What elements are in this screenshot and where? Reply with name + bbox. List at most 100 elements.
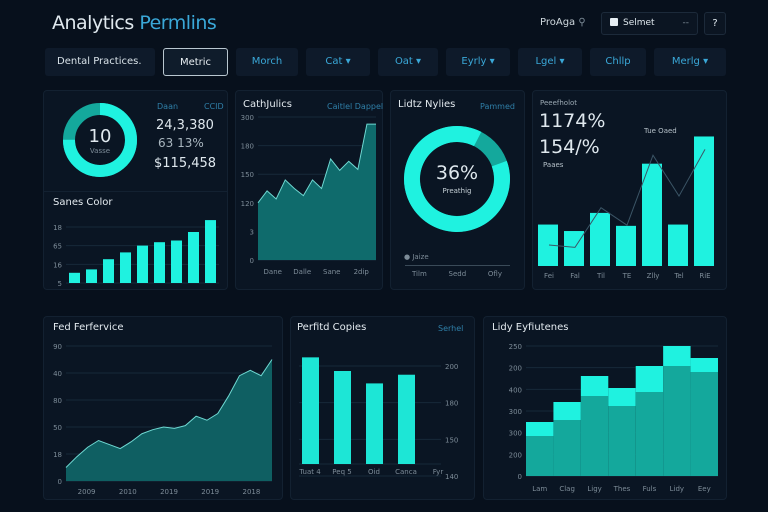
y-tick: 80: [53, 397, 62, 405]
nav-item-6[interactable]: Lgel ▾: [518, 48, 582, 76]
search-label: ProAga: [540, 17, 576, 28]
bar: [188, 232, 199, 283]
legend: ● Jaize: [404, 253, 429, 261]
peef-annotation: Tue Oaed: [644, 127, 677, 135]
x-tick: Lidy: [670, 485, 684, 493]
x-tick: RiE: [699, 272, 710, 280]
x-tick: Sedd: [448, 270, 467, 278]
perf-title: Perfitd Copies: [297, 322, 367, 333]
y-tick: 180: [445, 400, 458, 408]
x-tick: TE: [622, 272, 632, 280]
nav-item-2[interactable]: Morch: [236, 48, 298, 76]
nav-item-1[interactable]: Metric: [163, 48, 228, 76]
cath-chart: 300 180 150 120 3 0 Dane Dalle Sane 2dip: [241, 114, 376, 276]
area-line: [257, 123, 376, 204]
donut-fill: [404, 126, 510, 232]
fed-title: Fed Ferfervice: [53, 322, 124, 333]
bar-base: [635, 392, 664, 476]
bar: [616, 225, 636, 266]
bar-base: [690, 372, 718, 476]
bar-top: [635, 366, 664, 392]
trend-line: [548, 149, 706, 248]
lidtz-title: Lidtz Nylies: [398, 99, 456, 110]
peef-sub: Paaes: [543, 161, 564, 169]
perf-link[interactable]: Serhel: [438, 324, 464, 333]
x-tick: Eey: [698, 485, 711, 493]
y-tick: 0: [250, 257, 254, 265]
x-tick: Peq 5: [332, 468, 351, 476]
y-tick: 150: [241, 171, 254, 179]
nav-item-7[interactable]: Chllp: [590, 48, 646, 76]
bar: [538, 224, 558, 266]
lidtz-link[interactable]: Pammed: [480, 102, 515, 111]
bar-top: [526, 422, 554, 436]
bar: [120, 252, 131, 283]
x-tick: Tilm: [412, 270, 427, 278]
area-line: [65, 359, 273, 468]
nav-item-5[interactable]: Eyrly ▾: [446, 48, 510, 76]
bar: [564, 231, 584, 266]
nav-item-3[interactable]: Cat ▾: [306, 48, 370, 76]
sanes-title: Sanes Color: [53, 197, 113, 208]
y-tick: 120: [241, 200, 254, 208]
kpi-stat1: 24,3,380: [156, 118, 214, 133]
nav-item-0[interactable]: Dental Practices.: [45, 48, 155, 76]
y-tick: 200: [509, 451, 522, 459]
app-title: Analytics Permlins: [52, 12, 217, 34]
kpi-stat3: $115,458: [154, 156, 217, 171]
x-tick: Dane: [264, 268, 282, 276]
lidy-chart: 250 200 400 300 300 200 0 Lam Clag Ligy Thes Fuls Li…: [509, 343, 718, 493]
bar: [103, 259, 114, 283]
lidy-title: Lidy Eyfiutenes: [492, 322, 569, 333]
bar: [366, 383, 383, 464]
y-tick: 65: [53, 243, 62, 251]
y-tick: 200: [509, 365, 522, 373]
x-tick: Canca: [395, 468, 417, 476]
select-value: Selmet: [623, 18, 655, 28]
search-button[interactable]: ProAga ⚲: [540, 17, 586, 28]
bar-top: [663, 346, 691, 366]
x-tick: Dalle: [293, 268, 311, 276]
x-tick: Ligy: [587, 485, 601, 493]
y-tick: 40: [53, 370, 62, 378]
select-arrow: --: [682, 18, 690, 28]
bar: [69, 272, 80, 283]
checkbox-icon: [610, 18, 618, 26]
x-tick: Zlly: [647, 272, 660, 280]
x-tick: Til: [596, 272, 605, 280]
y-tick: 0: [518, 473, 522, 481]
bar-base: [553, 420, 581, 476]
nav-item-4[interactable]: Oat ▾: [378, 48, 438, 76]
peef-title: Peeefholot: [540, 99, 578, 107]
area-fill: [258, 124, 376, 261]
bar-top: [553, 402, 581, 420]
bar: [398, 374, 415, 464]
peef-stat2: 154/%: [539, 136, 600, 158]
peef-stat1: 1174%: [539, 110, 606, 132]
bar-base: [663, 366, 691, 476]
x-tick: Tuat 4: [298, 468, 321, 476]
y-tick: 18: [53, 451, 62, 459]
x-tick: 2010: [119, 488, 137, 496]
donut-label: Preathig: [442, 187, 472, 195]
x-tick: Fal: [570, 272, 580, 280]
divider: [44, 191, 227, 192]
y-tick: 90: [53, 343, 62, 351]
y-tick: 300: [241, 114, 254, 122]
peef-chart: Fei Fal Til TE Zlly Tel RiE: [538, 136, 714, 280]
help-button[interactable]: ?: [704, 12, 726, 35]
area-fill: [66, 359, 272, 481]
bar: [154, 242, 165, 283]
cath-title: CathJulics: [243, 99, 292, 110]
bar-top: [690, 358, 718, 372]
nav-item-8[interactable]: Merlg ▾: [654, 48, 726, 76]
cath-link[interactable]: Caitlel Dappel: [327, 102, 384, 111]
bar: [302, 357, 319, 464]
donut-fill: [63, 103, 137, 177]
kpi-col2: CCID: [204, 102, 224, 111]
select-dropdown[interactable]: Selmet --: [601, 12, 698, 35]
perf-chart: 200 180 150 140 Tuat 4 Peq 5 Oid Canca Fyr: [298, 357, 458, 481]
bar-top: [580, 376, 609, 396]
title-accent: Permlins: [139, 12, 217, 34]
x-tick: 2018: [242, 488, 260, 496]
